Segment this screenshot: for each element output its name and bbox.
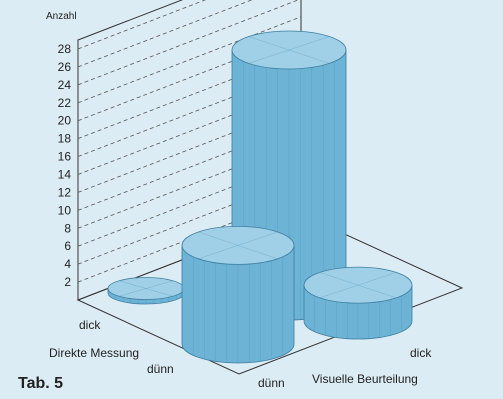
z-tick-label: 6 xyxy=(64,239,71,253)
cylinder-top-mark xyxy=(320,272,396,298)
cylinder-top xyxy=(303,266,413,304)
x-axis-title: Visuelle Beurteilung xyxy=(312,372,418,386)
z-tick-label: 26 xyxy=(58,60,72,74)
z-tick-label: 12 xyxy=(58,185,72,199)
cylinder-top-mark xyxy=(119,280,173,297)
table-caption: Tab. 5 xyxy=(18,375,63,392)
cylinder-top-mark xyxy=(249,36,329,64)
axis-labels: Anzahl Direkte Messung Visuelle Beurteil… xyxy=(18,11,432,392)
x-category-label-dick: dick xyxy=(410,346,432,360)
cylinder-bar xyxy=(303,266,413,340)
z-tick-label: 2 xyxy=(64,275,71,289)
z-tick-label: 22 xyxy=(58,96,72,110)
z-tick-label: 20 xyxy=(58,114,72,128)
cylinder-top-mark xyxy=(320,272,396,298)
cylinder-top xyxy=(181,225,295,265)
y-category-label-duenn: dünn xyxy=(147,362,174,376)
y-axis-title: Direkte Messung xyxy=(49,346,139,360)
z-tick-label: 24 xyxy=(58,78,72,92)
gridline xyxy=(77,0,300,86)
z-axis-title: Anzahl xyxy=(46,11,77,22)
y-category-label-dick: dick xyxy=(79,318,101,332)
cylinder-top-mark xyxy=(249,36,329,64)
cylinders xyxy=(107,30,413,364)
cylinder-bar xyxy=(107,277,185,305)
z-tick-label: 4 xyxy=(64,257,71,271)
x-category-label-duenn: dünn xyxy=(258,376,285,390)
cylinder-bar xyxy=(181,225,295,364)
cylinder-side xyxy=(181,244,295,364)
cylinder-top xyxy=(231,30,347,70)
z-tick-label: 14 xyxy=(58,167,72,181)
z-tick-label: 8 xyxy=(64,221,71,235)
z-tick-label: 10 xyxy=(58,203,72,217)
cylinder-top-mark xyxy=(198,231,278,259)
z-tick-label: 28 xyxy=(58,42,72,56)
cylinder-top-mark xyxy=(198,231,278,259)
cylinder-top-mark xyxy=(119,280,173,297)
gridline xyxy=(77,0,253,68)
gridline xyxy=(77,0,207,50)
z-tick-label: 16 xyxy=(58,150,72,164)
z-tick-label: 18 xyxy=(58,132,72,146)
gridline xyxy=(77,16,302,104)
